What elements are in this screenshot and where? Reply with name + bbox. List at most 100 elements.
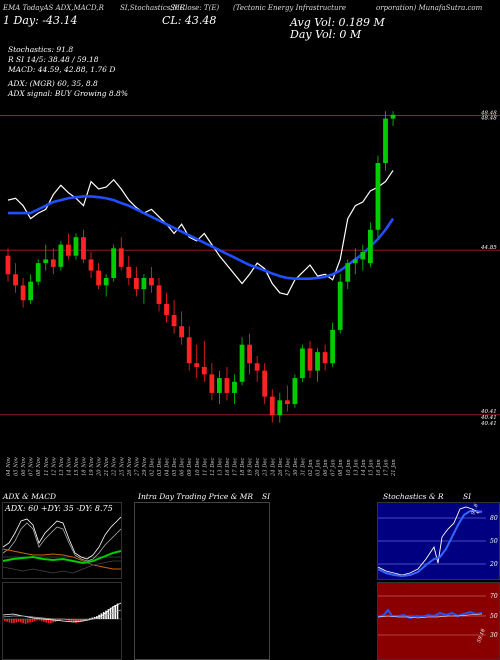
date-label: 13 Jan — [353, 459, 359, 476]
rsi-panel: 70 50 30 59.18 — [377, 582, 500, 660]
candle-body — [337, 281, 343, 330]
candle — [322, 344, 328, 371]
adx-readout: ADX: (MGR) 60, 35, 8.8 — [8, 79, 98, 88]
date-label: 16 Jan — [376, 459, 382, 476]
rsi-label-50: 50 — [490, 613, 498, 620]
avg-volume: Avg Vol: 0.189 M — [290, 16, 385, 29]
histogram-bar — [6, 619, 8, 622]
candle-body — [217, 378, 222, 393]
date-label: 18 Dec — [240, 458, 246, 476]
candle-body — [239, 344, 245, 382]
date-label: 15 Nov — [74, 457, 80, 476]
histogram-bar — [77, 619, 80, 623]
date-label: 18 Nov — [82, 457, 88, 476]
candle — [247, 333, 252, 375]
candle-body — [224, 378, 230, 393]
date-label: 05 Dec — [172, 458, 178, 476]
histogram-bar — [56, 619, 59, 622]
candle — [284, 385, 290, 412]
candle — [133, 266, 139, 297]
date-label: 20 Nov — [97, 457, 103, 477]
candle-body — [277, 400, 283, 416]
candle — [171, 300, 177, 334]
adx-signal-readout: ADX signal: BUY Growing 8.8% — [8, 89, 128, 98]
candle — [375, 155, 381, 238]
rsi-value: 59.18 — [476, 628, 487, 644]
stochastics-readout: Stochastics: 91.8 — [8, 45, 74, 54]
candle-body — [111, 248, 117, 278]
candle — [368, 222, 373, 267]
candle-body — [322, 352, 328, 364]
candle-body — [269, 396, 275, 416]
date-label: 25 Nov — [119, 457, 125, 477]
candle-body — [126, 266, 132, 278]
candle-body — [247, 344, 252, 364]
ema-blue — [8, 195, 395, 281]
candle-body — [43, 259, 49, 264]
date-label: 03 Jan — [316, 459, 322, 476]
candle — [179, 311, 185, 345]
candle-body — [58, 244, 64, 267]
date-label: 08 Nov — [36, 457, 42, 476]
date-label: 21 Jan — [391, 459, 397, 477]
histogram-bar — [15, 619, 18, 623]
candle-body — [28, 281, 34, 301]
candles — [5, 111, 396, 423]
rsi-chart: 70 50 30 59.18 — [378, 593, 498, 644]
date-label: 06 Nov — [21, 457, 27, 476]
candle — [111, 244, 117, 282]
date-label: 17 Dec — [233, 458, 239, 476]
stoch-label-20: 20 — [489, 561, 498, 568]
candle — [96, 263, 101, 290]
price-label: 48.48 — [480, 111, 497, 117]
candle — [330, 322, 336, 367]
stoch-top-value: 91.8 — [470, 503, 479, 516]
candle — [201, 341, 207, 382]
candle — [81, 229, 86, 264]
histogram-bar — [105, 610, 107, 619]
date-label: 02 Jan — [308, 459, 314, 476]
histogram-bar — [100, 613, 103, 619]
date-label: 21 Nov — [104, 457, 110, 477]
date-label: 27 Nov — [134, 457, 140, 477]
date-label: 07 Nov — [29, 457, 35, 476]
histogram-bar — [4, 619, 6, 622]
candle — [126, 255, 132, 286]
histogram-bar — [73, 619, 75, 623]
candle-body — [345, 263, 351, 282]
price-label: 40.41 — [480, 409, 497, 415]
date-label: 14 Jan — [361, 459, 367, 476]
stoch-panel-si: SI — [463, 492, 472, 501]
candle — [390, 111, 396, 126]
histogram-bar — [68, 619, 70, 622]
date-label: 10 Jan — [346, 459, 352, 476]
date-label: 06 Dec — [180, 458, 186, 476]
histogram-bar — [107, 609, 110, 619]
candle — [118, 237, 124, 271]
histogram-bar — [79, 619, 82, 622]
candle-body — [209, 374, 215, 393]
candle-body — [118, 248, 124, 267]
date-label: 14 Nov — [66, 457, 72, 476]
candle — [20, 277, 26, 308]
header-ticker-part1: (Tectonic Energy Infrastructure — [233, 4, 346, 12]
date-label: 12 Dec — [210, 458, 216, 476]
intraday-panel-si: SI — [262, 492, 271, 501]
candle-body — [352, 259, 358, 264]
candle — [164, 292, 169, 323]
candle-body — [66, 244, 71, 256]
date-label: 23 Dec — [263, 458, 269, 477]
date-label: 26 Dec — [278, 458, 284, 477]
header-h2: SI,Stochastics,MR — [120, 4, 186, 12]
date-label: 27 Dec — [285, 458, 291, 477]
candle-body — [179, 326, 185, 338]
rsi-thin-line — [378, 613, 483, 619]
candle — [5, 248, 11, 282]
candle-body — [232, 381, 237, 393]
intraday-panel-title: Intra Day Trading Price & MR — [138, 492, 254, 501]
histogram-bar — [70, 619, 73, 622]
rsi-line — [378, 608, 483, 620]
candle — [262, 363, 268, 405]
stoch-d-line — [378, 510, 483, 578]
histogram-bar — [13, 619, 15, 624]
